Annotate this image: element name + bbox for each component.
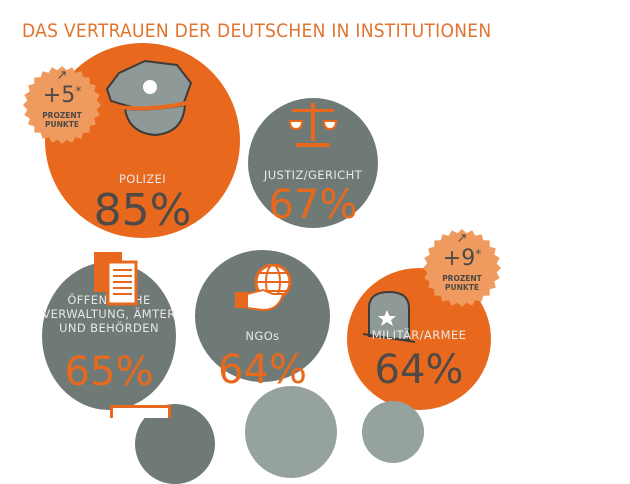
change-badge-polizei: ↗ +5* PROZENT PUNKTE — [23, 66, 101, 144]
helmet-icon — [362, 290, 416, 343]
institution-value: 64% — [218, 347, 307, 393]
badge-value: +5 — [42, 83, 76, 108]
badge-unit-line: PROZENT — [442, 274, 482, 283]
badge-value: +9 — [442, 246, 476, 271]
circle-partial — [245, 386, 337, 478]
institution-label-line: VERWALTUNG, ÄMTER — [42, 307, 176, 321]
institution-value: 67% — [268, 182, 358, 228]
arrow-up-right-icon: ↗ — [456, 231, 468, 246]
badge-asterisk: * — [475, 247, 482, 261]
change-badge-militaer: ↗ +9* PROZENT PUNKTE — [423, 229, 501, 307]
starburst-shape — [423, 229, 501, 307]
circle-polizei: POLIZEI 85% — [45, 43, 240, 238]
badge-value-wrap: +9* — [423, 247, 501, 270]
hand-globe-icon — [235, 264, 292, 312]
arrow-up-right-icon: ↗ — [56, 68, 68, 83]
scales-icon — [288, 103, 338, 147]
circle-justiz: JUSTIZ/GERICHT 67% — [248, 98, 378, 228]
institution-label: MILITÄR/ARMEE — [371, 328, 467, 342]
institution-value: 85% — [93, 185, 192, 236]
starburst-shape — [23, 66, 101, 144]
police-cap-icon — [105, 59, 193, 137]
badge-unit: PROZENT PUNKTE — [423, 274, 501, 292]
badge-asterisk: * — [75, 84, 82, 98]
circle-partial — [362, 401, 424, 463]
page-title: DAS VERTRAUEN DER DEUTSCHEN IN INSTITUTI… — [22, 20, 492, 42]
badge-unit: PROZENT PUNKTE — [23, 111, 101, 129]
badge-unit-line: PROZENT — [42, 111, 82, 120]
badge-value-wrap: +5* — [23, 84, 101, 107]
badge-unit-line: PUNKTE — [45, 120, 79, 129]
institution-label: NGOs — [245, 329, 280, 343]
institution-label: JUSTIZ/GERICHT — [263, 168, 363, 182]
institution-label-line: UND BEHÖRDEN — [59, 321, 159, 335]
documents-icon — [94, 252, 138, 306]
institution-value: 64% — [374, 347, 464, 393]
circle-militaer: MILITÄR/ARMEE 64% — [347, 268, 491, 410]
circle-ngos: NGOs 64% — [195, 250, 330, 390]
institution-label: POLIZEI — [118, 172, 167, 186]
badge-unit-line: PUNKTE — [445, 283, 479, 292]
institution-value: 65% — [64, 349, 154, 395]
